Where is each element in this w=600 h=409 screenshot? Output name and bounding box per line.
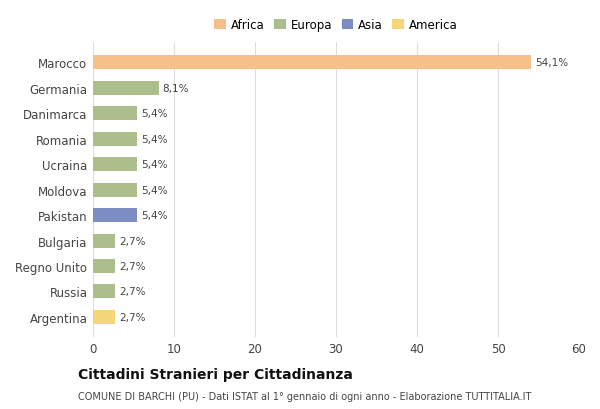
Text: Cittadini Stranieri per Cittadinanza: Cittadini Stranieri per Cittadinanza <box>78 367 353 381</box>
Text: 5,4%: 5,4% <box>141 109 167 119</box>
Bar <box>93 158 137 172</box>
Text: 5,4%: 5,4% <box>141 211 167 220</box>
Text: 2,7%: 2,7% <box>119 312 145 322</box>
Text: 5,4%: 5,4% <box>141 185 167 195</box>
Bar <box>93 107 137 121</box>
Bar <box>93 259 115 273</box>
Text: 5,4%: 5,4% <box>141 135 167 144</box>
Text: 8,1%: 8,1% <box>163 84 189 94</box>
Bar <box>93 209 137 222</box>
Text: 2,7%: 2,7% <box>119 236 145 246</box>
Legend: Africa, Europa, Asia, America: Africa, Europa, Asia, America <box>212 16 460 34</box>
Bar <box>93 310 115 324</box>
Text: 2,7%: 2,7% <box>119 287 145 297</box>
Bar <box>93 56 531 70</box>
Bar <box>93 82 158 96</box>
Bar <box>93 133 137 146</box>
Text: COMUNE DI BARCHI (PU) - Dati ISTAT al 1° gennaio di ogni anno - Elaborazione TUT: COMUNE DI BARCHI (PU) - Dati ISTAT al 1°… <box>78 391 532 401</box>
Text: 5,4%: 5,4% <box>141 160 167 170</box>
Bar <box>93 183 137 197</box>
Text: 2,7%: 2,7% <box>119 261 145 271</box>
Bar <box>93 285 115 299</box>
Bar <box>93 234 115 248</box>
Text: 54,1%: 54,1% <box>535 58 568 68</box>
